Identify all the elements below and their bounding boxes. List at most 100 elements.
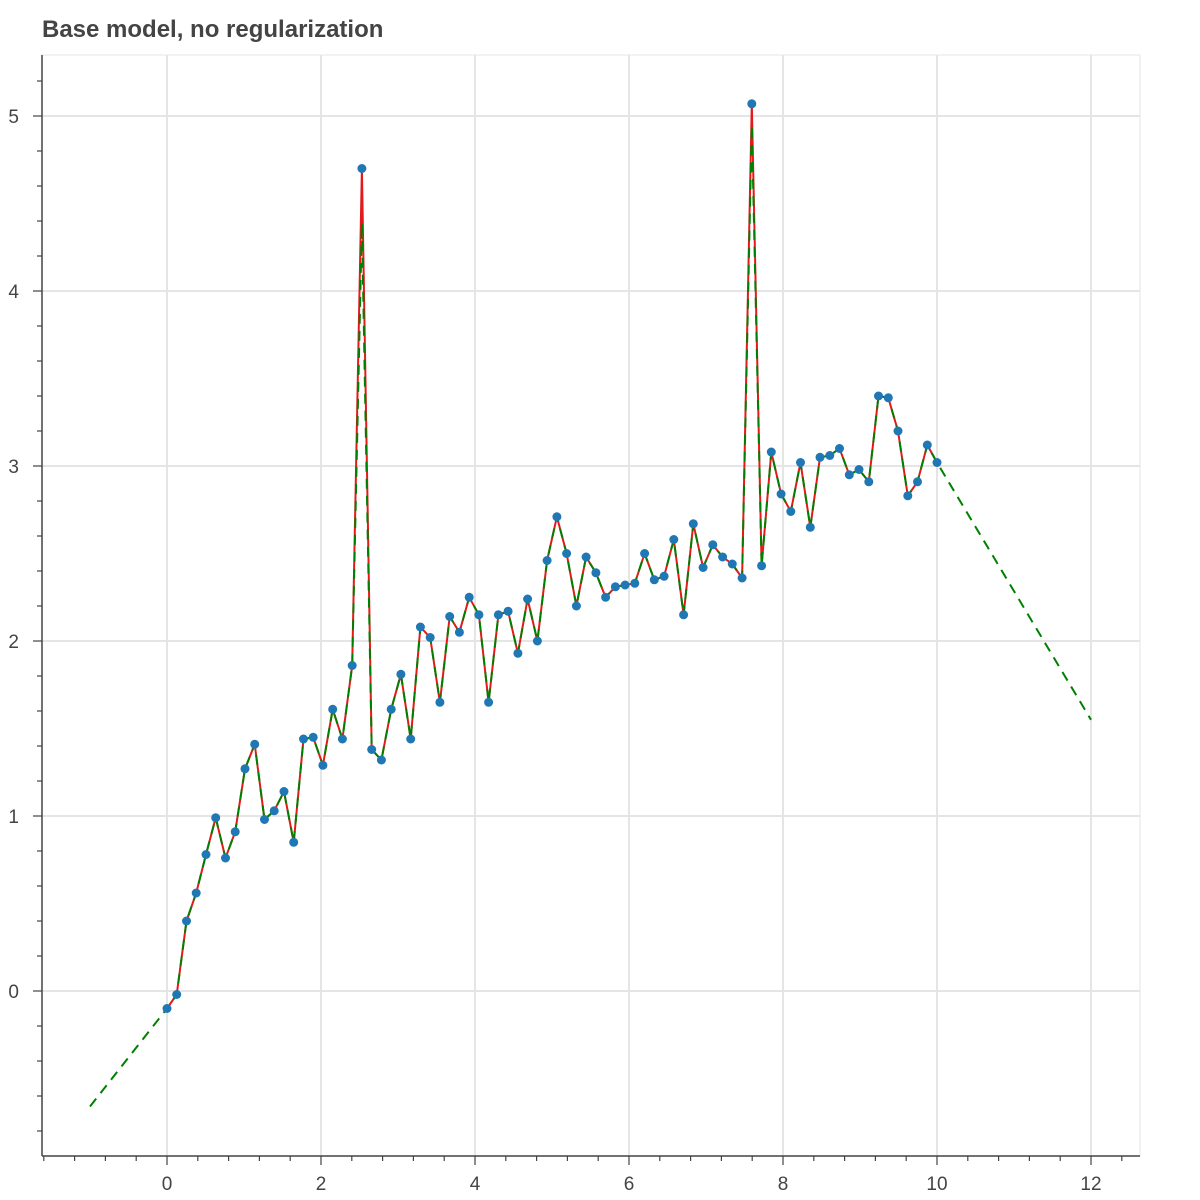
data-point-marker — [367, 745, 377, 754]
data-point-marker — [484, 697, 494, 707]
data-point-marker — [532, 636, 542, 646]
data-point-marker — [766, 447, 776, 457]
data-point-marker — [162, 1004, 172, 1013]
data-point-marker — [922, 440, 932, 450]
data-point-marker — [571, 601, 581, 611]
data-point-marker — [747, 99, 757, 109]
data-point-marker — [620, 580, 630, 590]
data-point-marker — [474, 610, 484, 620]
series-line-green-dashed — [89, 124, 1092, 1108]
data-point-marker — [337, 734, 347, 744]
data-point-marker — [805, 522, 815, 532]
data-point-marker — [610, 582, 620, 592]
y-tick-label: 5 — [8, 107, 19, 128]
grid-lines — [42, 55, 1140, 1156]
data-point-marker — [230, 827, 240, 837]
marker-layer — [162, 99, 942, 1013]
data-point-marker — [464, 592, 474, 602]
data-point-marker — [250, 739, 260, 749]
data-point-marker — [562, 549, 572, 558]
data-point-marker — [299, 734, 308, 744]
data-point-marker — [591, 568, 601, 578]
y-tick-label: 2 — [8, 632, 19, 653]
data-point-marker — [328, 704, 338, 714]
data-point-marker — [932, 458, 942, 467]
x-tick-label: 12 — [1080, 1174, 1101, 1195]
data-point-marker — [376, 755, 386, 765]
data-point-marker — [172, 990, 182, 999]
data-point-marker — [727, 559, 737, 569]
x-tick-label: 8 — [778, 1174, 789, 1195]
data-point-marker — [679, 610, 689, 620]
plot-area — [41, 54, 1141, 1157]
data-point-marker — [386, 704, 396, 714]
data-point-marker — [425, 633, 435, 642]
data-point-marker — [191, 888, 201, 898]
y-tick-label: 0 — [8, 982, 19, 1003]
data-point-marker — [669, 535, 679, 544]
x-tick-label: 4 — [470, 1174, 481, 1195]
data-point-marker — [698, 563, 708, 572]
data-point-marker — [864, 477, 874, 487]
data-point-marker — [415, 622, 425, 632]
data-point-marker — [347, 661, 357, 670]
data-point-marker — [659, 571, 669, 581]
data-point-marker — [854, 465, 864, 474]
data-point-marker — [221, 853, 230, 863]
data-point-marker — [552, 512, 562, 522]
data-point-marker — [708, 540, 718, 550]
data-point-marker — [182, 916, 191, 926]
data-point-marker — [493, 610, 503, 620]
y-tick-label: 1 — [8, 807, 19, 828]
data-point-marker — [825, 451, 835, 460]
data-point-marker — [757, 561, 767, 571]
x-tick-label: 0 — [162, 1174, 173, 1195]
data-point-marker — [913, 477, 922, 487]
data-point-marker — [357, 164, 367, 173]
data-point-marker — [318, 760, 328, 770]
data-point-marker — [718, 552, 728, 562]
data-point-marker — [211, 813, 221, 823]
data-point-marker — [513, 648, 523, 658]
data-point-marker — [786, 507, 796, 516]
chart-title: Base model, no regularization — [42, 16, 384, 43]
data-point-marker — [874, 391, 883, 401]
data-point-marker — [688, 519, 698, 529]
data-point-marker — [581, 552, 591, 562]
data-point-marker — [445, 612, 455, 621]
data-point-marker — [396, 669, 406, 679]
data-point-marker — [883, 393, 893, 403]
data-point-marker — [815, 452, 825, 462]
data-point-marker — [835, 444, 844, 453]
data-point-marker — [542, 556, 552, 565]
y-tick-label: 3 — [8, 457, 19, 478]
x-tick-label: 10 — [926, 1174, 947, 1195]
data-point-marker — [503, 606, 513, 616]
data-point-marker — [776, 489, 786, 499]
data-point-marker — [435, 697, 445, 707]
series-layer — [89, 102, 1092, 1108]
data-point-marker — [201, 850, 211, 859]
data-point-marker — [796, 458, 805, 467]
data-point-marker — [308, 732, 318, 742]
x-tick-label: 2 — [316, 1174, 327, 1195]
data-point-marker — [289, 837, 299, 847]
data-point-marker — [893, 426, 903, 436]
x-tick-label: 6 — [624, 1174, 635, 1195]
data-point-marker — [406, 734, 416, 744]
data-point-marker — [454, 627, 464, 637]
data-point-marker — [279, 787, 289, 796]
data-point-marker — [844, 470, 854, 480]
data-point-marker — [737, 573, 747, 583]
y-tick-label: 4 — [8, 282, 19, 303]
data-point-marker — [649, 575, 659, 585]
data-point-marker — [260, 815, 269, 824]
data-point-marker — [523, 594, 533, 604]
data-point-marker — [903, 491, 913, 501]
data-point-marker — [240, 764, 250, 774]
data-point-marker — [640, 549, 650, 558]
data-point-marker — [269, 806, 279, 816]
data-point-marker — [630, 578, 640, 588]
